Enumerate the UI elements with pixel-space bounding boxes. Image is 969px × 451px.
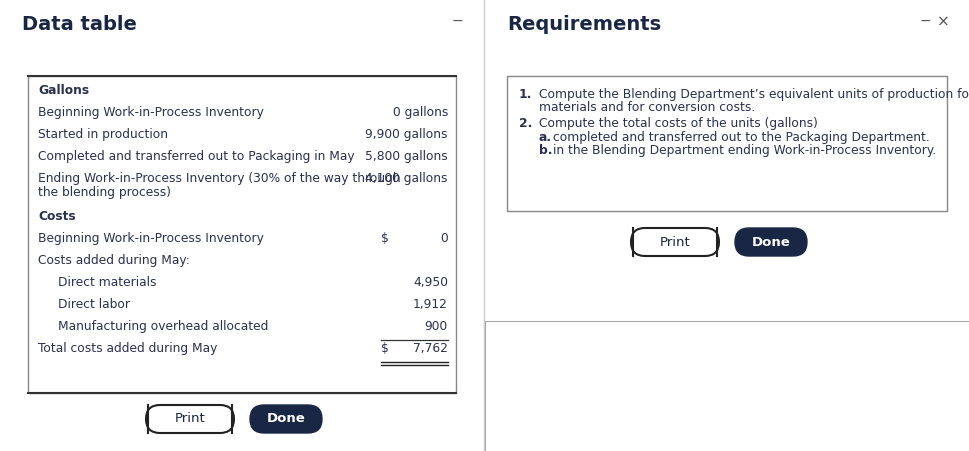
- Text: Total costs added during May: Total costs added during May: [38, 342, 217, 355]
- Text: Manufacturing overhead allocated: Manufacturing overhead allocated: [58, 320, 268, 333]
- Text: the blending process): the blending process): [38, 186, 171, 199]
- Text: Costs added during May:: Costs added during May:: [38, 254, 190, 267]
- Bar: [507, 76, 947, 211]
- Bar: [28, 76, 456, 393]
- Text: 9,900 gallons: 9,900 gallons: [365, 128, 448, 141]
- Text: 1,912: 1,912: [413, 298, 448, 311]
- Text: Beginning Work-in-Process Inventory: Beginning Work-in-Process Inventory: [38, 106, 264, 119]
- Text: a.: a.: [539, 131, 552, 144]
- Text: 5,800 gallons: 5,800 gallons: [365, 150, 448, 163]
- Text: −: −: [452, 14, 463, 28]
- Text: Done: Done: [752, 235, 791, 249]
- FancyBboxPatch shape: [250, 405, 322, 433]
- Text: $: $: [381, 232, 389, 245]
- Text: 7,762: 7,762: [413, 342, 448, 355]
- Text: Started in production: Started in production: [38, 128, 168, 141]
- Text: completed and transferred out to the Packaging Department.: completed and transferred out to the Pac…: [553, 131, 929, 144]
- FancyBboxPatch shape: [631, 228, 719, 256]
- Text: Ending Work-in-Process Inventory (30% of the way through: Ending Work-in-Process Inventory (30% of…: [38, 172, 400, 185]
- Text: Print: Print: [660, 235, 690, 249]
- Text: Costs: Costs: [38, 210, 76, 223]
- Text: Data table: Data table: [22, 15, 137, 34]
- Text: 0 gallons: 0 gallons: [392, 106, 448, 119]
- Text: 1.: 1.: [519, 88, 532, 101]
- FancyBboxPatch shape: [735, 228, 807, 256]
- Text: 0: 0: [440, 232, 448, 245]
- Bar: [485, 0, 969, 451]
- Text: Print: Print: [174, 413, 205, 425]
- Text: b.: b.: [539, 144, 552, 157]
- Text: 900: 900: [424, 320, 448, 333]
- Text: Beginning Work-in-Process Inventory: Beginning Work-in-Process Inventory: [38, 232, 264, 245]
- Text: in the Blending Department ending Work-in-Process Inventory.: in the Blending Department ending Work-i…: [553, 144, 936, 157]
- Text: 4,100 gallons: 4,100 gallons: [365, 172, 448, 185]
- Text: Compute the Blending Department’s equivalent units of production for direct: Compute the Blending Department’s equiva…: [539, 88, 969, 101]
- Text: Completed and transferred out to Packaging in May: Completed and transferred out to Packagi…: [38, 150, 355, 163]
- Text: Done: Done: [266, 413, 305, 425]
- Text: Gallons: Gallons: [38, 84, 89, 97]
- Text: materials and for conversion costs.: materials and for conversion costs.: [539, 101, 755, 114]
- Text: 2.: 2.: [519, 117, 532, 130]
- Text: $: $: [381, 342, 389, 355]
- Text: ×: ×: [937, 14, 950, 29]
- Text: 4,950: 4,950: [413, 276, 448, 289]
- Text: Direct materials: Direct materials: [58, 276, 157, 289]
- Bar: [0, 0, 484, 451]
- Text: Direct labor: Direct labor: [58, 298, 130, 311]
- Text: Requirements: Requirements: [507, 15, 661, 34]
- FancyBboxPatch shape: [146, 405, 234, 433]
- Text: −: −: [920, 14, 931, 28]
- Text: Compute the total costs of the units (gallons): Compute the total costs of the units (ga…: [539, 117, 818, 130]
